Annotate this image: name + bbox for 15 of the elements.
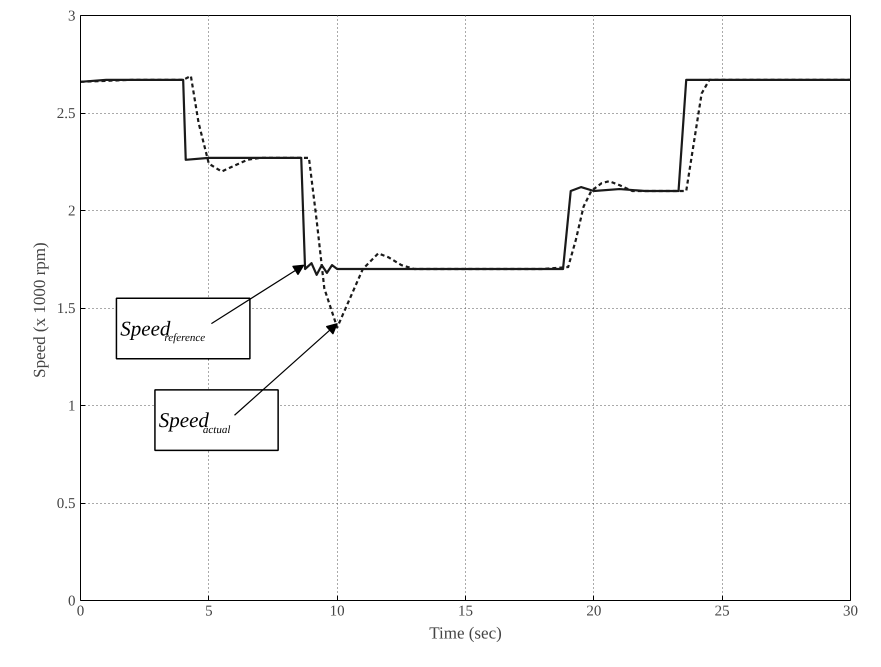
y-tick-label: 3 — [68, 8, 76, 24]
y-tick-label: 2 — [68, 204, 76, 220]
x-tick-label: 30 — [843, 604, 858, 620]
y-tick-label: 0 — [68, 594, 76, 610]
y-tick-label: 1.5 — [56, 301, 76, 317]
x-tick-label: 20 — [586, 604, 602, 620]
y-axis-title: Speed (x 1000 rpm) — [30, 242, 49, 378]
x-axis-title: Time (sec) — [429, 624, 502, 642]
y-tick-label: 0.5 — [56, 496, 76, 512]
y-tick-label: 1 — [68, 398, 76, 414]
y-tick-label: 2.5 — [56, 106, 76, 122]
x-tick-label: 25 — [714, 604, 730, 620]
x-tick-label: 5 — [205, 604, 213, 620]
x-tick-label: 10 — [330, 604, 345, 620]
x-tick-label: 15 — [458, 604, 473, 620]
